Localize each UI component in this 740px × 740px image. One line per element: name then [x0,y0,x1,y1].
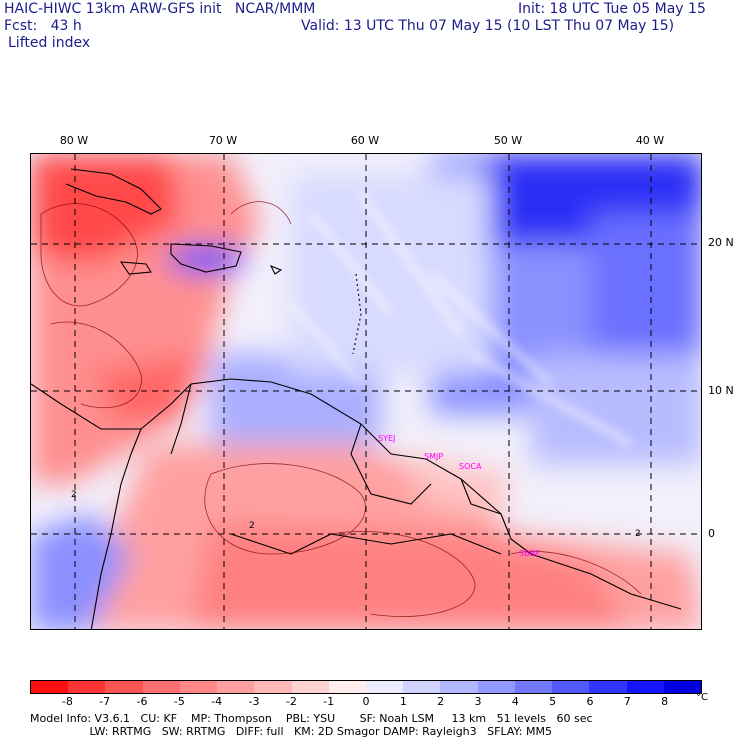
model-info-line1: Model Info: V3.6.1 CU: KF MP: Thompson P… [30,712,593,725]
colorbar-cell [31,681,69,693]
site-label-sbbe: SBBE [519,549,540,558]
colorbar-cell [328,681,366,693]
colorbar [30,680,702,694]
valid-time: Valid: 13 UTC Thu 07 May 15 (10 LST Thu … [301,18,675,34]
lon-label-70w: 70 W [208,134,238,147]
colorbar-cell [179,681,218,693]
contour-lines [40,201,642,617]
contour-label: 2 [635,529,641,539]
contour-label: 2 [249,521,255,531]
run-title: HAIC-HIWC 13km ARW-GFS init NCAR/MMM [4,1,316,17]
colorbar-tick-label: 3 [474,695,482,708]
map-canvas: SYEJ SMJP SOCA SBBE 2 2 2 [31,154,701,629]
colorbar-cell [663,681,701,693]
init-time: Init: 18 UTC Tue 05 May 15 [518,1,706,17]
colorbar-tick-label: 8 [661,695,669,708]
coastlines [31,168,682,629]
colorbar-tick-label: 6 [586,695,594,708]
colorbar-tick-label: 5 [549,695,557,708]
colorbar-cell [142,681,180,693]
lon-label-50w: 50 W [493,134,523,147]
graticule [31,154,701,629]
site-label-smjp: SMJP [424,452,443,461]
lat-label-equator: 0 [708,527,715,540]
lon-label-40w: 40 W [635,134,665,147]
colorbar-cell [217,681,255,693]
colorbar-cell [105,681,143,693]
colorbar-tick-label: 2 [437,695,445,708]
colorbar-tick-label: -3 [248,695,260,708]
streak-field [289,192,633,447]
forecast-hour: Fcst: 43 h [4,18,82,34]
colorbar-cell [254,681,292,693]
field-name: Lifted index [8,35,91,51]
colorbar-cell [514,681,553,693]
colorbar-tick-label: -2 [285,695,297,708]
colorbar-cell [403,681,441,693]
colorbar-tick-label: 0 [362,695,370,708]
colorbar-cell [626,681,664,693]
colorbar-tick-label: 4 [511,695,519,708]
colorbar-tick-label: -6 [136,695,148,708]
colorbar-tick-label: -1 [323,695,335,708]
colorbar-tick-label: -4 [211,695,223,708]
model-info-line2: LW: RRTMG SW: RRTMG DIFF: full KM: 2D Sm… [30,725,552,738]
colorbar-cell [589,681,627,693]
colorbar-unit: °C [696,692,708,703]
lat-label-20n: 20 N [708,236,734,249]
colorbar-cell [552,681,590,693]
lat-label-10n: 10 N [708,384,734,397]
colorbar-cell [440,681,478,693]
site-label-syej: SYEJ [378,434,395,443]
site-label-soca: SOCA [459,462,482,471]
colorbar-tick-label: -8 [61,695,73,708]
colorbar-cell [291,681,329,693]
contour-label: 2 [71,490,77,500]
colorbar-tick-label: -7 [99,695,111,708]
colorbar-tick-label: 1 [399,695,407,708]
colorbar-tick-label: -5 [173,695,185,708]
shading-field [31,154,701,629]
lifted-index-map: SYEJ SMJP SOCA SBBE 2 2 2 [30,153,702,630]
lon-label-80w: 80 W [59,134,89,147]
colorbar-tick-label: 7 [623,695,631,708]
colorbar-cell [365,681,404,693]
lon-label-60w: 60 W [350,134,380,147]
colorbar-cell [68,681,106,693]
colorbar-cell [477,681,515,693]
